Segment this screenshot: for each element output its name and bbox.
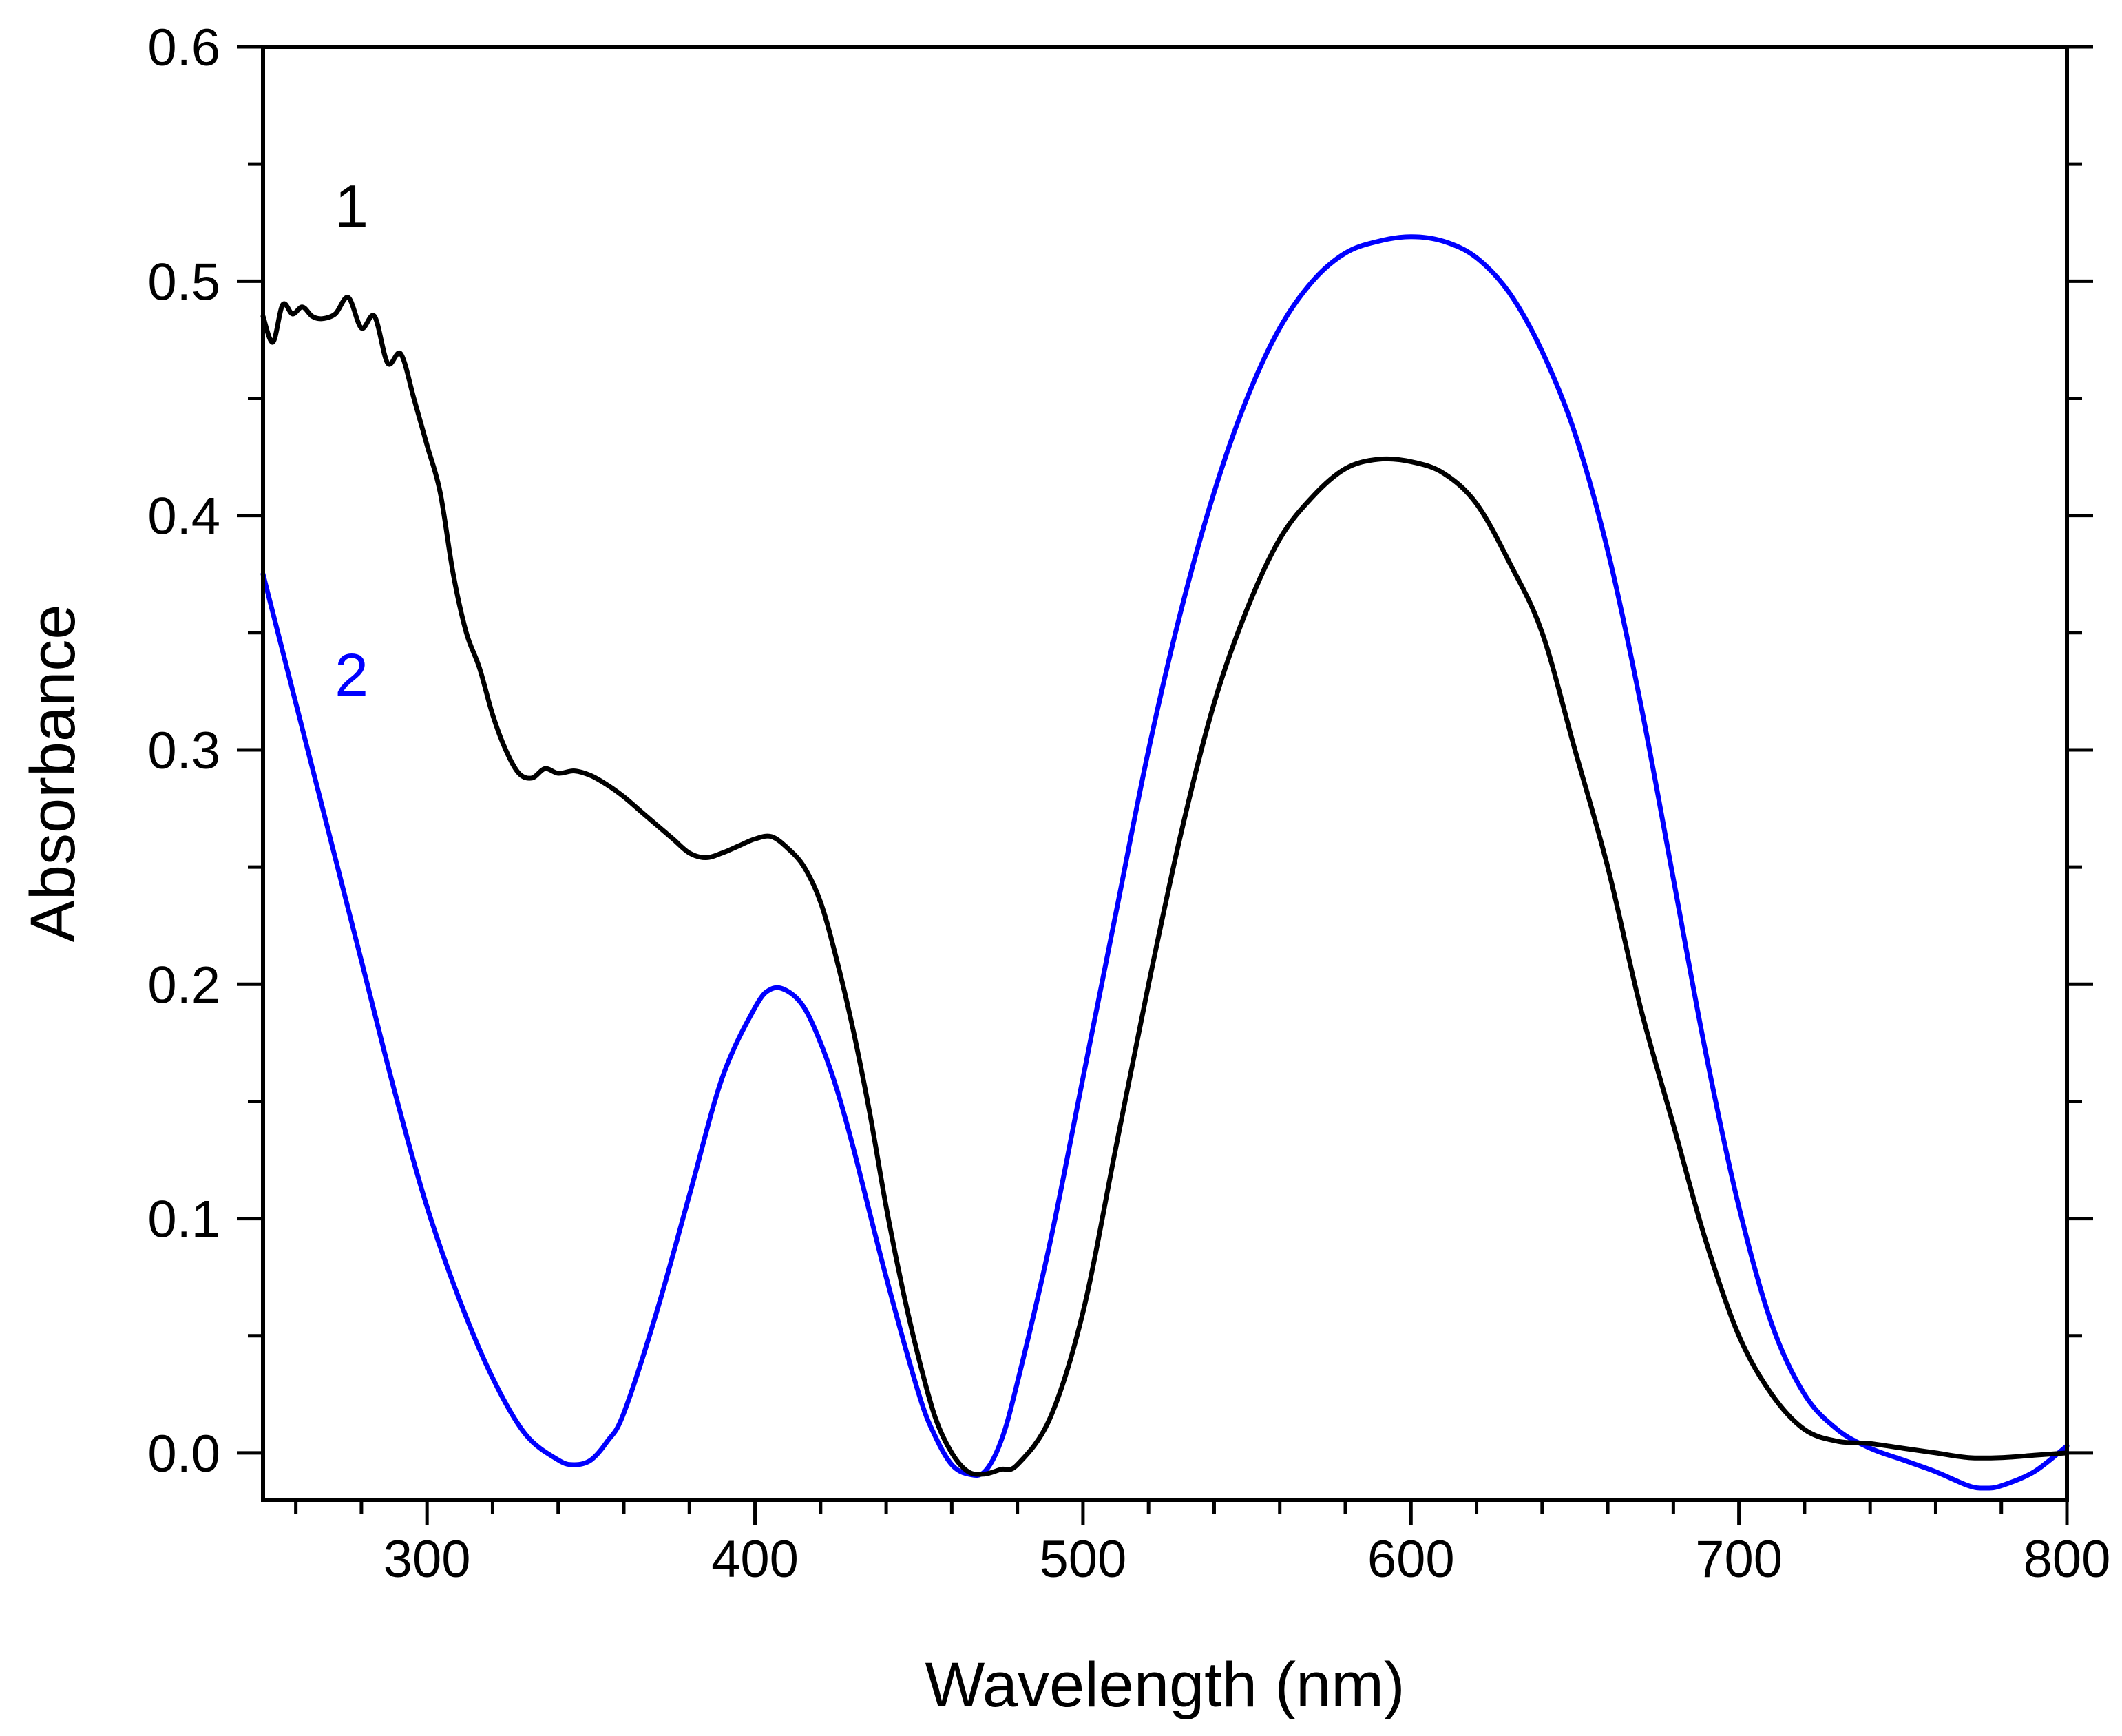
- y-tick-label: 0.6: [147, 19, 220, 77]
- x-tick-label: 300: [384, 1530, 471, 1589]
- x-tick-label: 400: [711, 1530, 799, 1589]
- axis-ticks: [237, 45, 2093, 1525]
- y-tick-label: 0.3: [147, 722, 220, 780]
- series-layer: [260, 234, 2070, 1491]
- y-tick-label: 0.2: [147, 956, 220, 1014]
- x-tick-label: 700: [1695, 1530, 1783, 1589]
- series-annotations: 12: [335, 172, 368, 709]
- tick-labels: 300 400 500 600 700 800 0.0 0.1 0.2 0.3 0.4 0.5 0.6: [147, 19, 2110, 1589]
- x-axis-title: Wavelength (nm): [925, 1650, 1405, 1720]
- y-tick-label: 0.0: [147, 1425, 220, 1483]
- series-1-label: 1: [335, 172, 368, 240]
- plot-frame: [261, 45, 2069, 1502]
- x-tick-label: 600: [1367, 1530, 1455, 1589]
- series-1-line: [260, 295, 2070, 1477]
- series-2-label: 2: [335, 641, 368, 709]
- y-tick-label: 0.1: [147, 1191, 220, 1249]
- y-axis-title: Absorbance: [18, 605, 88, 943]
- y-tick-label: 0.4: [147, 488, 220, 546]
- series-2-line: [260, 234, 2070, 1491]
- y-tick-label: 0.5: [147, 253, 220, 311]
- x-tick-label: 500: [1040, 1530, 1127, 1589]
- x-tick-label: 800: [2024, 1530, 2111, 1589]
